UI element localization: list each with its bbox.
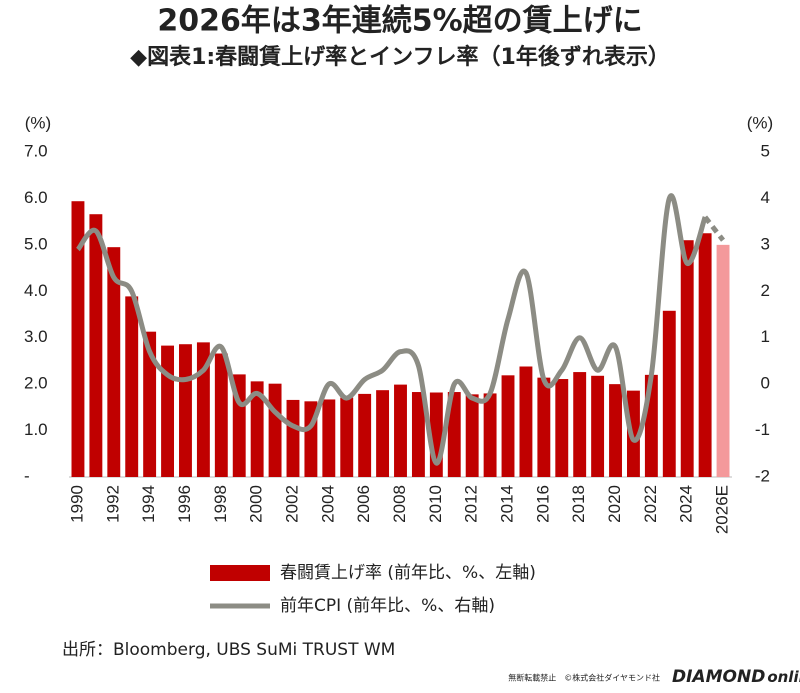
y-tick-label: 1.0 xyxy=(24,420,48,439)
bar xyxy=(268,383,282,477)
x-tick-label: 2024 xyxy=(677,485,696,523)
chart-subtitle: ◆図表1:春闘賃上げ率とインフレ率（1年後ずれ表示） xyxy=(130,44,670,70)
y2-tick-label: 0 xyxy=(761,374,770,393)
footer-notice: 無断転載禁止 ©株式会社ダイヤモンド社 xyxy=(508,673,660,683)
x-tick-label: 1992 xyxy=(103,485,122,523)
logo: DIAMONDonline xyxy=(672,667,800,687)
bar xyxy=(465,394,479,477)
x-tick-label: 2016 xyxy=(533,485,552,523)
bar xyxy=(250,381,264,477)
bar xyxy=(161,345,175,477)
bar xyxy=(196,342,210,477)
bar xyxy=(626,390,640,477)
y2-tick-label: 2 xyxy=(761,281,770,300)
x-tick-label: 2018 xyxy=(569,485,588,523)
y-tick-label: 6.0 xyxy=(24,188,48,207)
x-tick-label: 2008 xyxy=(390,485,409,523)
x-tick-label: 2022 xyxy=(641,485,660,523)
y2-axis-unit: (%) xyxy=(747,113,773,132)
bar xyxy=(89,214,103,477)
y-tick-label: 3.0 xyxy=(24,327,48,346)
source: 出所：Bloomberg, UBS SuMi TRUST WM xyxy=(62,640,395,660)
y2-tick-label: 4 xyxy=(761,188,770,207)
y2-tick-label: 1 xyxy=(761,327,770,346)
bar xyxy=(71,201,85,477)
x-tick-label: 1990 xyxy=(67,485,86,523)
y2-tick-label: -1 xyxy=(755,420,770,439)
x-tick-label: 2006 xyxy=(354,485,373,523)
bar xyxy=(286,399,300,477)
bar xyxy=(376,390,390,477)
logo-rest: online xyxy=(767,668,800,686)
bar xyxy=(447,392,461,477)
x-tick-label: 2026E xyxy=(713,485,732,534)
x-tick-label: 1998 xyxy=(211,485,230,523)
logo-bold: DIAMOND xyxy=(672,667,765,687)
bar xyxy=(143,331,157,477)
bar xyxy=(519,366,533,477)
y-tick-label: 4.0 xyxy=(24,281,48,300)
bar xyxy=(501,375,515,477)
bar xyxy=(716,244,730,477)
bar xyxy=(214,353,228,477)
x-tick-label: 2020 xyxy=(605,485,624,523)
chart-title: 2026年は3年連続5%超の賃上げに xyxy=(157,4,642,39)
cpi-line xyxy=(75,193,708,466)
x-tick-label: 2012 xyxy=(462,485,481,523)
bar xyxy=(609,384,622,477)
legend-swatch xyxy=(210,565,270,581)
bar xyxy=(394,384,407,477)
x-tick-label: 1994 xyxy=(139,485,158,523)
y2-tick-label: -2 xyxy=(755,466,770,485)
x-tick-label: 2002 xyxy=(282,485,301,523)
x-tick-label: 2004 xyxy=(318,485,337,523)
bar xyxy=(483,393,497,477)
bar xyxy=(179,344,192,477)
y-tick-label: 2.0 xyxy=(24,374,48,393)
bar xyxy=(573,372,587,477)
x-tick-label: 2014 xyxy=(497,485,516,523)
y2-tick-label: 3 xyxy=(761,234,770,253)
y-tick-label: 5.0 xyxy=(24,234,48,253)
bar xyxy=(662,310,676,477)
bar xyxy=(125,296,139,477)
x-tick-label: 2000 xyxy=(247,485,266,523)
bar xyxy=(411,392,425,477)
bar xyxy=(358,393,372,477)
y-tick-label: 7.0 xyxy=(24,141,48,160)
legend-label: 前年CPI (前年比、%、右軸) xyxy=(280,596,495,616)
bar xyxy=(322,399,336,477)
x-tick-label: 1996 xyxy=(175,485,194,523)
bar xyxy=(340,397,354,477)
y2-tick-label: 5 xyxy=(761,141,770,160)
legend-label: 春闘賃上げ率 (前年比、%、左軸) xyxy=(280,563,536,583)
bar xyxy=(555,379,569,477)
bar xyxy=(537,377,551,477)
cpi-line-forecast xyxy=(703,215,726,242)
bar xyxy=(698,233,712,477)
bar xyxy=(107,247,121,477)
y-axis-unit: (%) xyxy=(25,113,51,132)
bar xyxy=(680,240,694,477)
y-tick-label: - xyxy=(24,466,30,485)
x-tick-label: 2010 xyxy=(426,485,445,523)
bar xyxy=(591,375,605,477)
